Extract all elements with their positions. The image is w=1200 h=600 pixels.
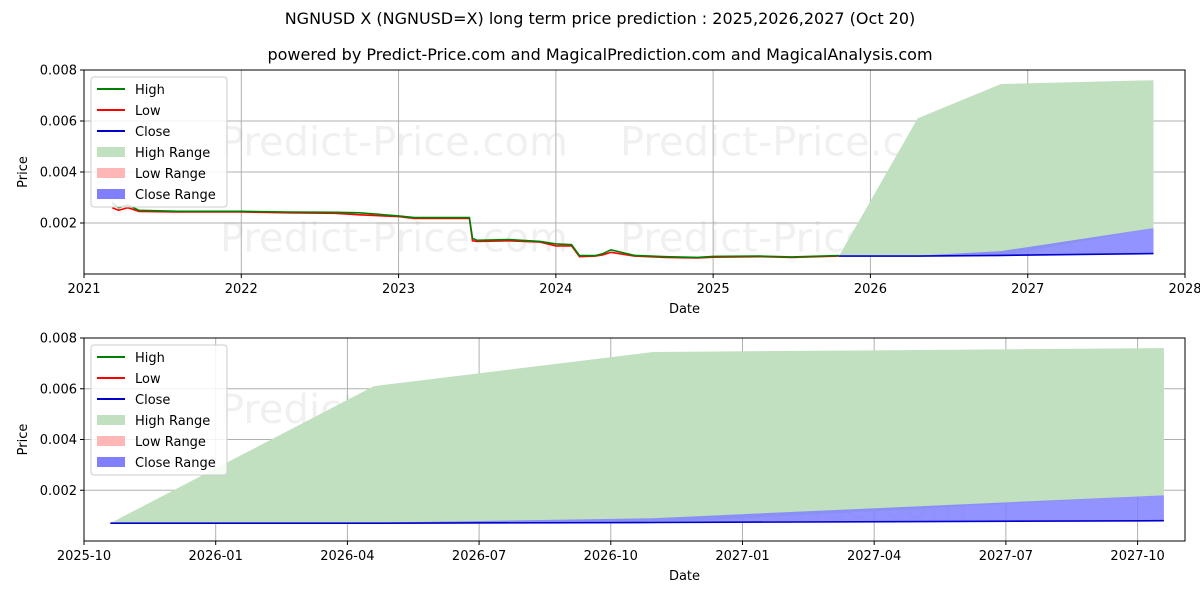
panel2-x-tick-label: 2026-04	[320, 549, 374, 564]
panel1-y-tick-label: 0.004	[40, 166, 77, 181]
panel2-y-axis-label: Price	[16, 424, 31, 456]
panel2-x-tick-label: 2027-07	[979, 549, 1033, 564]
panel2-legend-swatch	[97, 415, 125, 425]
panel2-x-tick-label: 2026-01	[189, 549, 243, 564]
panel1-close-range-area	[839, 228, 1154, 257]
panel1-x-tick-label: 2021	[67, 282, 100, 297]
panel1-high-line	[111, 201, 840, 259]
panel2-legend-entry: Low	[135, 372, 161, 387]
panel1-axes-frame	[83, 69, 1186, 275]
panel1-legend-entry: Close Range	[135, 188, 216, 203]
panel1-legend-swatch	[97, 147, 125, 157]
panel2-legend-swatch	[97, 436, 125, 446]
panel1-legend-entry: Low	[135, 104, 161, 119]
panel2-group: Predict-Price.comPredict-Price.comPredic…	[16, 332, 1186, 584]
panel2-legend-entry: Close	[135, 393, 170, 408]
panel1-watermark: Predict-Price.com	[220, 215, 568, 261]
panel1-x-tick-label: 2028	[1168, 282, 1200, 297]
panel2-axes-frame	[83, 337, 1186, 542]
panel1-x-tick-label: 2023	[382, 282, 415, 297]
panel1-high-range-area	[839, 80, 1154, 257]
panel1-x-tick-label: 2025	[697, 282, 730, 297]
panel1-close-line	[839, 252, 1154, 257]
panel1-x-tick-label: 2022	[225, 282, 258, 297]
panel2-x-axis-label: Date	[669, 569, 700, 584]
panel2-close-range-area	[110, 495, 1164, 524]
panel2-y-tick-label: 0.008	[40, 332, 77, 347]
panel1-x-tick-label: 2024	[539, 282, 572, 297]
panel2-legend-entry: Close Range	[135, 456, 216, 471]
panel1-group: Predict-Price.com Predict-Price.comPredic…	[16, 64, 1200, 318]
panel1-y-axis-label: Price	[16, 156, 31, 188]
panel2-high-range-area	[110, 348, 1164, 524]
panel2-y-tick-label: 0.006	[40, 382, 77, 397]
panel1-watermark: Predict-Price.com	[220, 119, 568, 165]
panel1-legend-entry: Close	[135, 125, 170, 140]
panel2-x-tick-label: 2027-01	[715, 549, 769, 564]
panel1-x-axis-label: Date	[669, 302, 700, 317]
panel2-x-tick-label: 2026-10	[584, 549, 638, 564]
panel1-legend-entry: Low Range	[135, 167, 206, 182]
panel2-legend-entry: High Range	[135, 414, 210, 429]
panel1-y-tick-label: 0.002	[40, 217, 77, 232]
panel1-y-tick-label: 0.008	[40, 64, 77, 79]
panel2-legend: High Low Close High Range Low Range Close Ran…	[90, 344, 228, 476]
panel2-y-tick-label: 0.004	[40, 433, 77, 448]
panel1-legend: High Low Close High Range Low Range Close Ran…	[90, 76, 228, 208]
chart-title: NGNUSD X (NGNUSD=X) long term price pred…	[284, 9, 916, 28]
panel2-y-tick-label: 0.002	[40, 484, 77, 499]
panel2-x-tick-label: 2027-10	[1110, 549, 1164, 564]
panel1-legend-swatch	[97, 189, 125, 199]
panel1-legend-entry: High Range	[135, 146, 210, 161]
panel1-x-tick-label: 2027	[1011, 282, 1044, 297]
panel1-legend-swatch	[97, 168, 125, 178]
panel2-close-line	[110, 519, 1164, 525]
panel2-x-tick-label: 2025-10	[57, 549, 111, 564]
panel1-y-tick-label: 0.006	[40, 115, 77, 130]
chart-subtitle: powered by Predict-Price.com and Magical…	[267, 45, 933, 64]
panel2-legend-entry: Low Range	[135, 435, 206, 450]
panel1-x-tick-label: 2026	[854, 282, 887, 297]
panel2-x-tick-label: 2026-07	[452, 549, 506, 564]
panel2-x-tick-label: 2027-04	[847, 549, 901, 564]
panel2-legend-entry: High	[135, 351, 165, 366]
panel1-legend-entry: High	[135, 83, 165, 98]
panel2-legend-swatch	[97, 457, 125, 467]
